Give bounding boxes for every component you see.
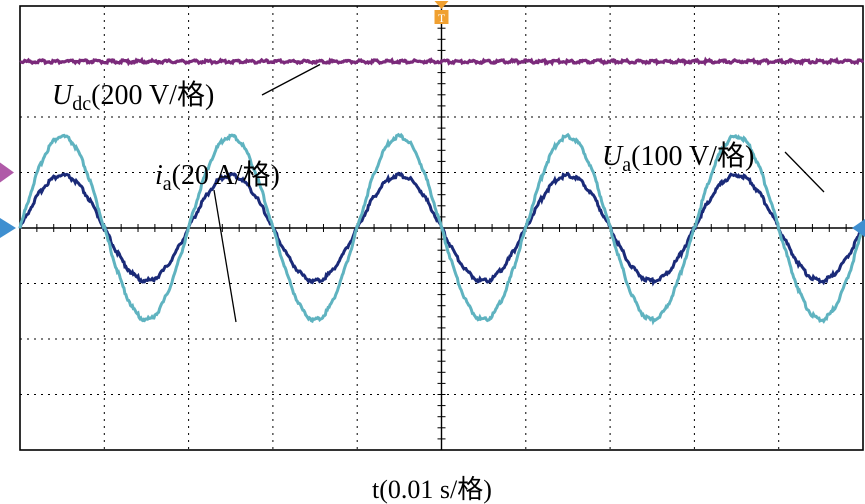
leader-line-Udc — [261, 63, 321, 96]
trigger-box-icon — [434, 10, 449, 24]
trigger-label: T — [438, 11, 446, 25]
label-Ua: Ua(100 V/格) — [602, 140, 754, 176]
trace-Ua — [18, 132, 865, 326]
channel-right-marker-icon — [852, 219, 865, 237]
leader-line-Ua — [784, 151, 825, 193]
markers: T — [0, 1, 865, 238]
traces — [18, 56, 865, 326]
trigger-marker-icon — [434, 1, 449, 9]
leader-line-ia — [213, 189, 237, 323]
trace-Udc — [19, 56, 865, 67]
x-axis-label: t(0.01 s/格) — [372, 475, 492, 504]
channel-ground-marker-icon — [0, 218, 16, 238]
label-ia: ia(20 A/格) — [155, 159, 280, 195]
label-Udc: Udc(200 V/格) — [52, 79, 214, 115]
labels: Udc(200 V/格) ia(20 A/格) Ua(100 V/格) — [52, 63, 825, 323]
channel-marker-dc-icon — [0, 162, 14, 183]
